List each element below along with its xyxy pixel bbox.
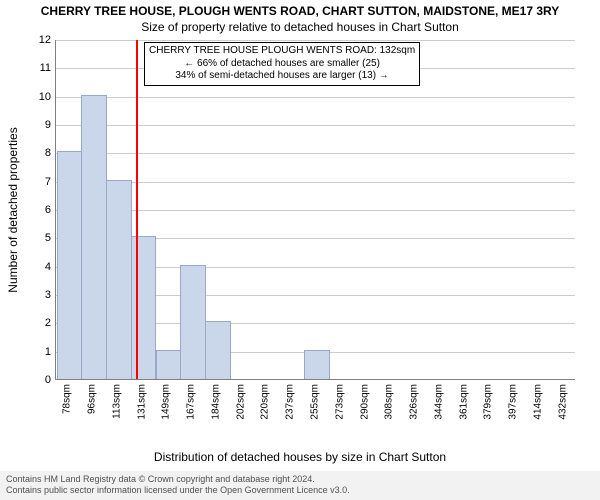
histogram-bar <box>81 95 107 379</box>
x-axis-label: Distribution of detached houses by size … <box>0 450 600 464</box>
x-tick-label: 96sqm <box>87 384 98 414</box>
x-tick-label: 326sqm <box>409 384 420 420</box>
x-tick-label: 379sqm <box>483 384 494 420</box>
histogram-bar <box>205 321 231 379</box>
histogram-bar <box>304 350 330 379</box>
x-tick-label: 131sqm <box>136 384 147 420</box>
footer-attribution: Contains HM Land Registry data © Crown c… <box>0 471 600 500</box>
gridline <box>56 182 575 183</box>
histogram-bar <box>156 350 182 379</box>
y-tick-label: 6 <box>21 204 51 216</box>
x-tick-label: 184sqm <box>210 384 221 420</box>
y-tick-label: 11 <box>21 62 51 74</box>
x-tick-label: 361sqm <box>458 384 469 420</box>
x-tick-label: 78sqm <box>62 384 73 414</box>
y-tick-label: 7 <box>21 176 51 188</box>
annotation-line: ← 66% of detached houses are smaller (25… <box>149 58 415 71</box>
x-tick-label: 220sqm <box>260 384 271 420</box>
histogram-bar <box>180 265 206 379</box>
annotation-box: CHERRY TREE HOUSE PLOUGH WENTS ROAD: 132… <box>144 42 420 86</box>
x-tick-label: 432sqm <box>557 384 568 420</box>
x-tick-label: 308sqm <box>384 384 395 420</box>
reference-line <box>136 40 138 379</box>
y-tick-label: 4 <box>21 261 51 273</box>
y-tick-label: 9 <box>21 119 51 131</box>
histogram-bar <box>106 180 132 379</box>
x-tick-label: 113sqm <box>111 384 122 419</box>
histogram-bar <box>57 151 83 379</box>
y-tick-label: 10 <box>21 91 51 103</box>
gridline <box>56 97 575 98</box>
x-tick-label: 255sqm <box>310 384 321 420</box>
gridline <box>56 153 575 154</box>
x-tick-label: 202sqm <box>235 384 246 420</box>
chart-title-sub: Size of property relative to detached ho… <box>0 20 600 34</box>
x-tick-label: 167sqm <box>186 384 197 420</box>
footer-line: Contains HM Land Registry data © Crown c… <box>6 474 594 486</box>
x-tick-label: 397sqm <box>508 384 519 420</box>
x-tick-label: 344sqm <box>433 384 444 420</box>
annotation-line: CHERRY TREE HOUSE PLOUGH WENTS ROAD: 132… <box>149 45 415 58</box>
gridline <box>56 40 575 41</box>
y-tick-label: 5 <box>21 232 51 244</box>
x-tick-label: 414sqm <box>532 384 543 420</box>
x-tick-label: 149sqm <box>161 384 172 420</box>
chart-container: CHERRY TREE HOUSE, PLOUGH WENTS ROAD, CH… <box>0 0 600 500</box>
y-tick-label: 12 <box>21 34 51 46</box>
x-tick-label: 273sqm <box>334 384 345 420</box>
y-tick-label: 0 <box>21 374 51 386</box>
y-tick-label: 1 <box>21 346 51 358</box>
chart-title-main: CHERRY TREE HOUSE, PLOUGH WENTS ROAD, CH… <box>0 4 600 18</box>
y-axis-label: Number of detached properties <box>6 40 20 380</box>
y-tick-label: 3 <box>21 289 51 301</box>
x-tick-label: 290sqm <box>359 384 370 420</box>
footer-line: Contains public sector information licen… <box>6 485 594 497</box>
y-tick-label: 2 <box>21 317 51 329</box>
x-tick-label: 237sqm <box>285 384 296 420</box>
gridline <box>56 125 575 126</box>
annotation-line: 34% of semi-detached houses are larger (… <box>149 70 415 83</box>
gridline <box>56 210 575 211</box>
plot-area: CHERRY TREE HOUSE PLOUGH WENTS ROAD: 132… <box>55 40 575 380</box>
y-tick-label: 8 <box>21 147 51 159</box>
